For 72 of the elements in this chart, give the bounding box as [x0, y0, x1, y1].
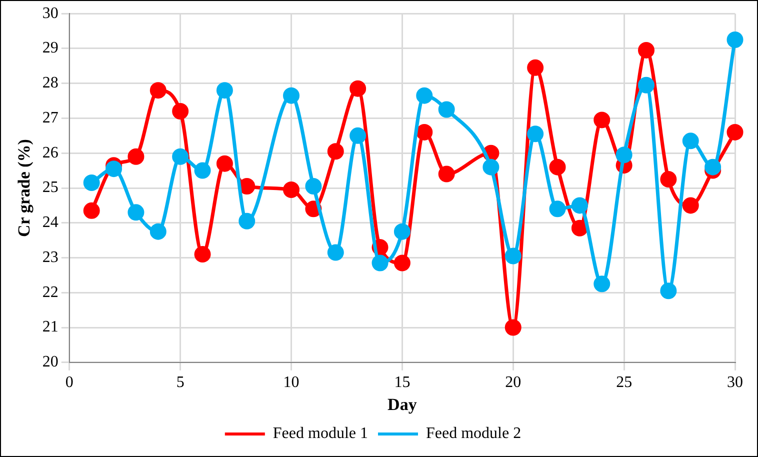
point — [682, 132, 699, 150]
x-tick-label: 25 — [616, 374, 632, 392]
x-axis-title: Day — [388, 395, 418, 414]
y-tick-label: 20 — [42, 354, 58, 371]
point — [549, 200, 566, 218]
point — [504, 248, 522, 264]
point — [438, 101, 455, 118]
point — [571, 197, 588, 214]
point — [83, 202, 100, 219]
point — [327, 244, 344, 261]
point — [416, 87, 433, 104]
point — [482, 158, 500, 176]
y-axis-title: Cr grade (%) — [14, 139, 34, 237]
y-tick-label: 21 — [42, 318, 58, 336]
legend-label: Feed module 2 — [426, 425, 522, 442]
point — [194, 162, 211, 179]
point — [327, 143, 344, 160]
point — [438, 166, 455, 182]
x-tick-label: 15 — [394, 374, 410, 392]
y-tick-label: 26 — [42, 144, 58, 162]
y-tick-label: 25 — [42, 179, 58, 196]
y-tick-label: 24 — [42, 214, 58, 232]
y-tick-label: 22 — [42, 284, 58, 301]
point — [594, 276, 610, 292]
point — [527, 126, 544, 142]
point — [571, 220, 588, 236]
point — [660, 282, 677, 300]
point — [172, 103, 189, 120]
y-tick-label: 28 — [42, 74, 58, 92]
point — [394, 223, 410, 240]
y-tick-label: 23 — [42, 248, 58, 266]
point — [549, 158, 566, 176]
point — [416, 124, 433, 140]
point — [594, 112, 610, 128]
point — [350, 127, 366, 144]
x-tick-label: 5 — [176, 374, 184, 392]
point — [172, 148, 189, 165]
point — [305, 178, 322, 195]
point — [726, 124, 744, 140]
point — [638, 42, 655, 58]
legend-label: Feed module 1 — [272, 425, 368, 442]
point — [394, 254, 410, 272]
point — [128, 204, 144, 221]
point — [150, 82, 166, 99]
point — [150, 223, 166, 240]
point — [238, 178, 256, 195]
x-tick-label: 30 — [727, 374, 743, 392]
point — [704, 158, 722, 176]
point — [616, 146, 632, 164]
point — [504, 319, 522, 336]
x-tick-label: 20 — [505, 374, 522, 392]
point — [527, 59, 544, 76]
point — [682, 197, 699, 214]
point — [726, 32, 744, 48]
x-tick-label: 0 — [65, 374, 74, 392]
point — [128, 148, 144, 165]
point — [106, 160, 122, 178]
point — [83, 174, 100, 192]
point — [372, 254, 388, 272]
y-tick-label: 30 — [42, 4, 58, 22]
point — [216, 155, 233, 172]
point — [350, 80, 366, 97]
y-tick-label: 27 — [42, 109, 58, 126]
point — [283, 87, 300, 104]
point — [283, 181, 300, 198]
point — [638, 76, 655, 94]
y-tick-label: 29 — [42, 40, 58, 57]
x-tick-label: 10 — [283, 374, 300, 392]
point — [238, 212, 256, 230]
point — [660, 171, 677, 188]
point — [194, 246, 211, 263]
point — [216, 82, 233, 99]
